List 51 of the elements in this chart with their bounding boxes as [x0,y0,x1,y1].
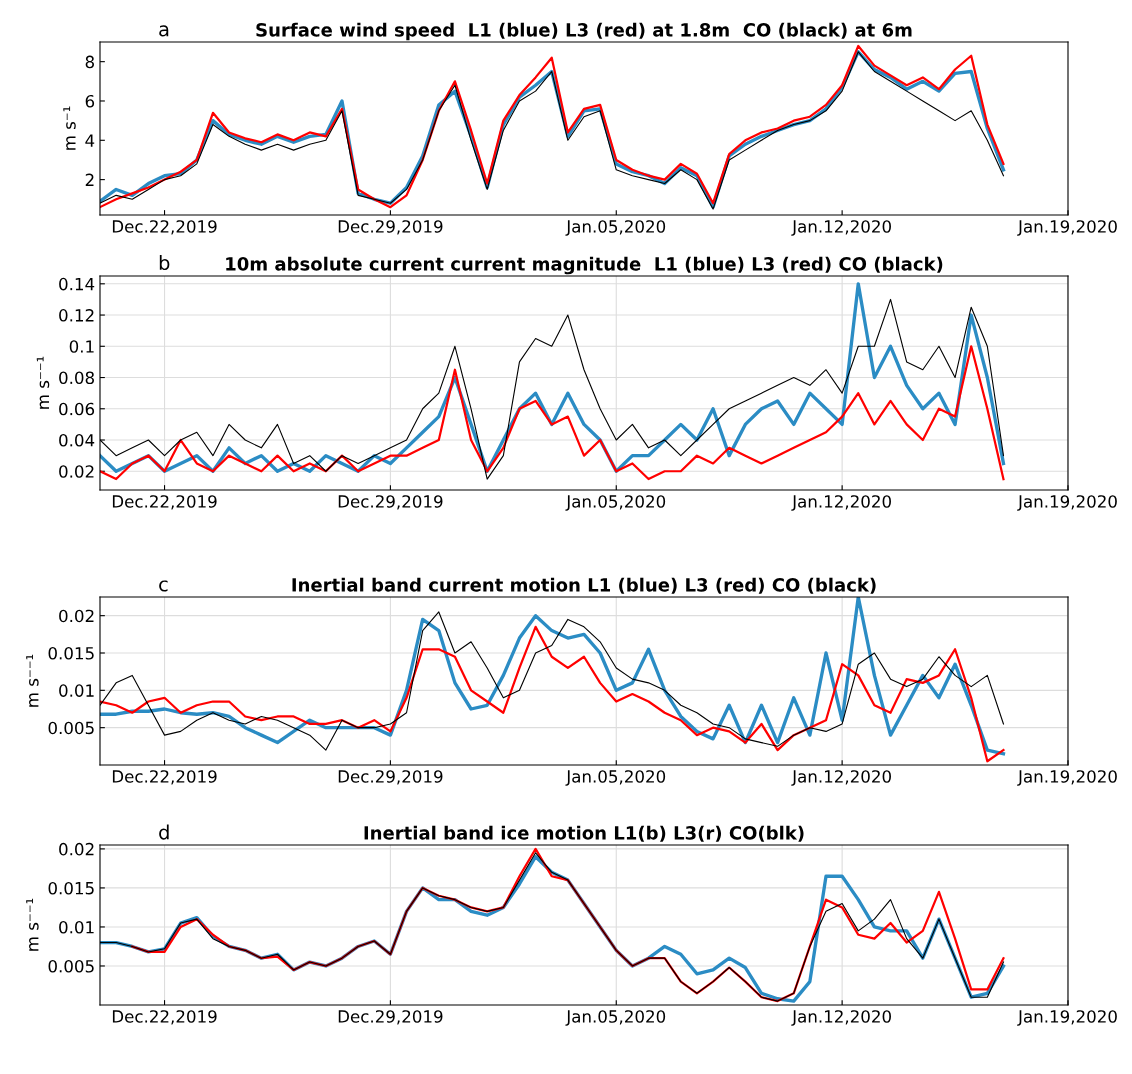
x-tick-label: Dec.29,2019 [338,220,443,235]
y-tick-label: 0.005 [48,959,94,973]
x-tick-label: Jan.05,2020 [565,770,666,786]
x-tick-label: Jan.12,2020 [791,770,891,786]
x-tick-label: Jan.19,2020 [1017,220,1117,236]
y-tick-label: 0.08 [59,371,94,385]
text: c [159,580,168,592]
y-tick-label: 0.12 [59,309,94,322]
text: a [159,25,169,37]
x-tick-label: Jan.19,2020 [1017,1010,1117,1026]
y-tick-label: 0.01 [59,684,94,697]
y-axis-title: m s⁻⁻¹ [26,654,39,707]
x-tick-label: Dec.22,2019 [112,1010,217,1025]
y-axis-title: m s⁻⁻¹ [26,898,39,951]
text: d [159,824,169,840]
y-tick-label: 0.04 [59,433,95,447]
x-tick-label: Dec.29,2019 [338,1010,443,1025]
y-tick-label: 0.1 [69,340,94,353]
y-tick-label: 0.01 [59,920,94,934]
x-tick-label: Dec.29,2019 [338,495,443,510]
x-tick-label: Jan.12,2020 [791,220,891,236]
chart-title: 10m absolute current current magnitude L1 (blue) L3 (red) CO (black) [226,256,943,275]
x-tick-label: Dec.22,2019 [112,495,217,510]
y-tick-label: 0.02 [59,842,94,856]
y-tick-label: 2 [85,173,94,186]
x-tick-label: Dec.22,2019 [112,770,217,785]
y-tick-label: 0.015 [48,646,94,660]
x-tick-label: Jan.12,2020 [791,495,891,511]
y-tick-label: 4 [85,134,95,147]
y-tick-label: 0.02 [59,609,94,623]
x-tick-label: Jan.05,2020 [565,220,666,236]
x-tick-label: Jan.12,2020 [791,1010,891,1026]
x-tick-label: Jan.05,2020 [565,495,666,511]
y-tick-label: 0.14 [59,277,95,291]
x-tick-label: Dec.29,2019 [338,770,443,785]
y-tick-label: 6 [85,94,95,108]
x-tick-label: Jan.05,2020 [565,1010,666,1026]
y-tick-label: 0.06 [59,402,95,416]
y-tick-label: 8 [85,55,94,69]
y-axis-title: m s⁻⁻¹ [36,356,50,409]
y-axis-title: m s⁻¹ [63,106,76,150]
text: b [159,255,170,271]
x-tick-label: Dec.22,2019 [112,220,217,235]
y-tick-label: 0.02 [59,465,94,478]
x-tick-label: Jan.19,2020 [1017,495,1117,511]
x-tick-label: Jan.19,2020 [1017,770,1117,786]
chart-title: Inertial band ice motion L1(b) L3(r) CO(blk) [364,825,804,842]
chart-title: Surface wind speed L1 (blue) L3 (red) at 1.8m CO (black) at 6m [256,22,912,41]
y-tick-label: 0.015 [48,881,94,895]
y-tick-label: 0.005 [48,721,94,735]
chart-title: Inertial band current motion L1 (blue) L3 (red) CO (black) [292,577,876,594]
